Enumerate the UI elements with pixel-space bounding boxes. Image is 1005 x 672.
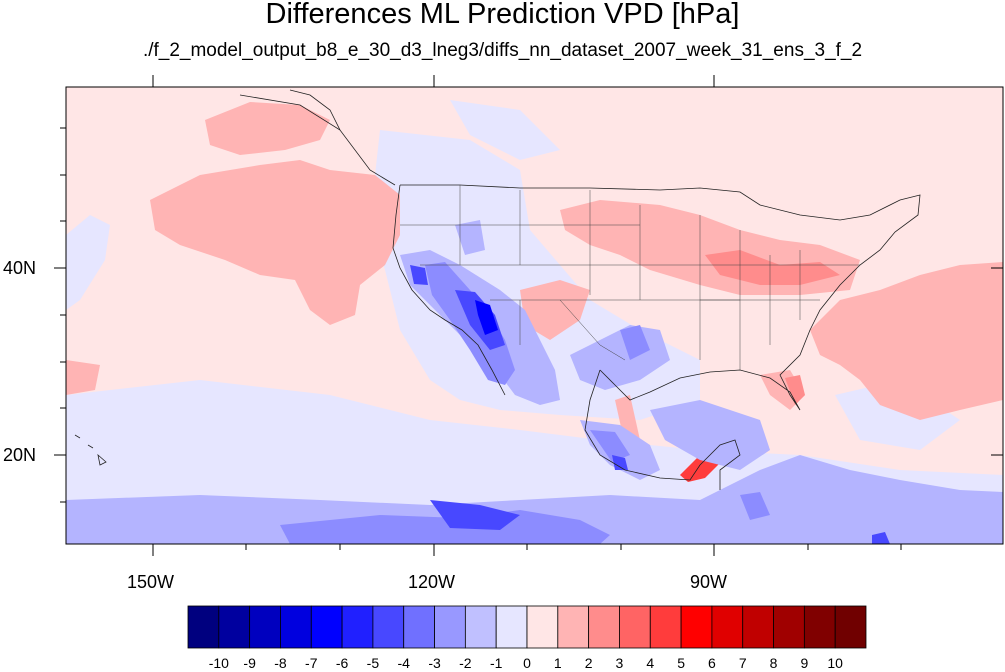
colorbar-label: -4 xyxy=(398,655,411,671)
y-tick-label-20n: 20N xyxy=(3,445,37,465)
colorbar-label: 1 xyxy=(554,655,562,671)
colorbar-swatch xyxy=(803,605,836,649)
colorbar-swatch xyxy=(711,605,744,649)
colorbar-label: -9 xyxy=(243,655,256,671)
colorbar-label: 9 xyxy=(800,655,808,671)
colorbar-label: -3 xyxy=(428,655,441,671)
colorbar-label: 8 xyxy=(770,655,778,671)
colorbar-label: -10 xyxy=(209,655,229,671)
colorbar-label: -6 xyxy=(336,655,349,671)
colorbar-label: 6 xyxy=(708,655,716,671)
y-tick-label-40n: 40N xyxy=(3,258,37,278)
colorbar-label: 4 xyxy=(646,655,654,671)
colorbar-swatch xyxy=(187,605,220,649)
colorbar-label: 3 xyxy=(616,655,624,671)
colorbar-label: -7 xyxy=(305,655,318,671)
colorbar-swatch xyxy=(495,605,528,649)
colorbar-swatch xyxy=(834,605,867,649)
colorbar-swatch xyxy=(680,605,713,649)
colorbar-label: 2 xyxy=(585,655,593,671)
colorbar-swatch xyxy=(526,605,559,649)
colorbar-label: -1 xyxy=(490,655,503,671)
chart-title: Differences ML Prediction VPD [hPa] xyxy=(265,0,740,30)
state-borders xyxy=(400,185,860,370)
colorbar-label: -2 xyxy=(459,655,472,671)
field-negative-6 xyxy=(475,300,498,335)
field-positive-2 xyxy=(705,250,840,405)
colorbar-label: -5 xyxy=(367,655,380,671)
colorbar-swatch xyxy=(742,605,774,649)
colorbar-swatch xyxy=(773,605,805,649)
colorbar-swatch xyxy=(218,605,251,649)
colorbar-swatch xyxy=(434,605,466,649)
colorbar-label: 10 xyxy=(827,655,843,671)
colorbar-swatch xyxy=(649,605,682,649)
x-tick-label-150w: 150W xyxy=(127,572,175,592)
x-tick-label-90w: 90W xyxy=(690,572,728,592)
colorbar-swatch xyxy=(372,605,405,649)
colorbar-swatch xyxy=(464,605,497,649)
colorbar-swatch xyxy=(619,605,651,649)
hawaii-islands xyxy=(74,434,107,466)
colorbar-label: -8 xyxy=(274,655,287,671)
colorbar-label: 0 xyxy=(523,655,531,671)
chart-subtitle: ./f_2_model_output_b8_e_30_d3_lneg3/diff… xyxy=(142,40,863,61)
colorbar-swatch xyxy=(341,605,374,649)
colorbar-swatch xyxy=(249,605,281,649)
colorbar-label: 7 xyxy=(739,655,747,671)
field-positive-1 xyxy=(66,102,1003,445)
colorbar-swatch xyxy=(403,605,435,649)
colorbar-swatch xyxy=(310,605,343,649)
colorbar-label: 5 xyxy=(677,655,685,671)
colorbar-swatch xyxy=(588,605,620,649)
x-tick-label-120w: 120W xyxy=(408,572,456,592)
map-ticks xyxy=(54,75,1003,556)
colorbar-swatch xyxy=(557,605,590,649)
colorbar-swatch xyxy=(280,605,312,649)
